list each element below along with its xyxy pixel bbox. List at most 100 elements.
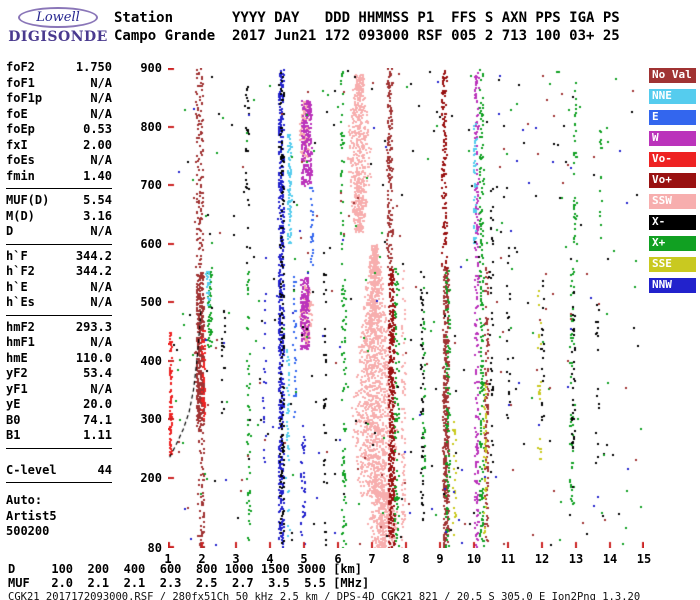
param-row-yF2: yF2 53.4 bbox=[6, 366, 112, 382]
parameter-panel: foF2 1.750 foF1 N/A foF1p N/A foE N/A foEp 0.53 fx… bbox=[6, 60, 112, 540]
param-value: 20.0 bbox=[83, 397, 112, 411]
logo-digisonde-text: DIGISONDE bbox=[8, 29, 108, 45]
param-value: 1.750 bbox=[75, 60, 112, 74]
autoscaling-line: Artist5 bbox=[6, 508, 57, 523]
param-label: C-level bbox=[6, 462, 57, 477]
param-value: 3.16 bbox=[83, 208, 112, 223]
legend-item-x-: X- bbox=[649, 215, 696, 230]
param-row-yF1: yF1 N/A bbox=[6, 382, 112, 398]
separator-line bbox=[6, 447, 112, 449]
param-label: foF1 bbox=[6, 75, 35, 90]
legend-item-vo-: Vo- bbox=[649, 152, 696, 167]
legend-item-w: W bbox=[649, 131, 696, 146]
param-label: B0 bbox=[6, 412, 21, 427]
header-station-values: Campo Grande 2017 Jun21 172 093000 RSF 0… bbox=[114, 28, 620, 44]
autoscaling-line: Auto: bbox=[6, 493, 43, 507]
param-row-h`Es: h`Es N/A bbox=[6, 295, 112, 311]
legend-item-nne: NNE bbox=[649, 89, 696, 104]
param-value: 5.54 bbox=[83, 193, 112, 207]
legend-item-e: E bbox=[649, 110, 696, 125]
param-label: foEp bbox=[6, 122, 35, 136]
x-tick-label-11: 11 bbox=[500, 552, 516, 566]
param-row-h`F: h`F 344.2 bbox=[6, 249, 112, 265]
y-tick-label-900: 900 bbox=[140, 61, 162, 75]
param-value: 1.40 bbox=[83, 168, 112, 183]
param-value: N/A bbox=[90, 381, 112, 396]
param-label: h`F bbox=[6, 248, 28, 263]
x-tick-label-8: 8 bbox=[402, 552, 410, 566]
param-label: foF2 bbox=[6, 60, 35, 74]
param-value: N/A bbox=[90, 295, 112, 309]
param-value: 110.0 bbox=[75, 350, 112, 365]
param-label: M(D) bbox=[6, 208, 35, 223]
param-label: yF1 bbox=[6, 381, 28, 396]
param-row-foE: foE N/A bbox=[6, 107, 112, 123]
legend-item-vo+: Vo+ bbox=[649, 173, 696, 188]
param-value: 44 bbox=[97, 462, 112, 477]
param-row-hmE: hmE 110.0 bbox=[6, 351, 112, 367]
x-tick-label-14: 14 bbox=[602, 552, 618, 566]
x-tick-label-4: 4 bbox=[266, 552, 274, 566]
param-value: 2.00 bbox=[83, 137, 112, 152]
legend-item-ssw: SSW bbox=[649, 194, 696, 209]
param-row-foF1: foF1 N/A bbox=[6, 76, 112, 92]
param-label: fmin bbox=[6, 168, 35, 183]
doppler-direction-legend: No Val NNE E W Vo- Vo+ SSW X- X+ SSE NNW bbox=[649, 68, 696, 299]
param-row-D: D N/A bbox=[6, 224, 112, 240]
param-value: N/A bbox=[90, 75, 112, 90]
dmuf-table: D 100 200 400 600 800 1000 1500 3000 [km… bbox=[8, 562, 370, 590]
param-row-foEs: foEs N/A bbox=[6, 153, 112, 169]
param-label: foF1p bbox=[6, 91, 43, 105]
x-tick-label-12: 12 bbox=[534, 552, 550, 566]
legend-item-nnw: NNW bbox=[649, 278, 696, 293]
param-group: hmF2 293.3 hmF1 N/A hmE 110.0 yF2 53.4 yF1 N/A yE 2… bbox=[6, 320, 112, 444]
legend-item-x+: X+ bbox=[649, 236, 696, 251]
x-tick-label-5: 5 bbox=[300, 552, 308, 566]
autoscaling-line: 500200 bbox=[6, 524, 50, 538]
logo-oval: Lowell bbox=[18, 7, 98, 28]
y-tick-label-800: 800 bbox=[140, 119, 162, 134]
param-row-h`E: h`E N/A bbox=[6, 280, 112, 296]
param-row-h`F2: h`F2 344.2 bbox=[6, 264, 112, 280]
separator-line bbox=[6, 188, 112, 189]
param-group: foF2 1.750 foF1 N/A foF1p N/A foE N/A foEp 0.53 fx… bbox=[6, 60, 112, 184]
y-tick-label-300: 300 bbox=[140, 412, 162, 427]
param-row-foF1p: foF1p N/A bbox=[6, 91, 112, 107]
param-row-foEp: foEp 0.53 bbox=[6, 122, 112, 138]
separator-line bbox=[6, 243, 112, 245]
header-column-titles: Station YYYY DAY DDD HHMMSS P1 FFS S AXN… bbox=[114, 10, 620, 26]
legend-item-no-val: No Val bbox=[649, 68, 696, 83]
param-label: h`Es bbox=[6, 295, 35, 309]
x-tick-label-6: 6 bbox=[334, 552, 342, 566]
param-row-fxI: fxI 2.00 bbox=[6, 138, 112, 154]
param-row-M(D): M(D) 3.16 bbox=[6, 209, 112, 225]
autoscaling-info: Auto: Artist5 500200 bbox=[6, 493, 112, 540]
param-value: N/A bbox=[90, 335, 112, 349]
x-tick-label-10: 10 bbox=[466, 552, 482, 566]
x-tick-label-1: 1 bbox=[164, 552, 172, 566]
x-tick-label-15: 15 bbox=[636, 552, 652, 566]
param-label: B1 bbox=[6, 428, 21, 442]
param-label: D bbox=[6, 224, 14, 238]
param-label: MUF(D) bbox=[6, 193, 50, 207]
param-label: foE bbox=[6, 106, 28, 121]
param-row-B0: B0 74.1 bbox=[6, 413, 112, 429]
param-value: N/A bbox=[90, 106, 112, 121]
x-tick-label-9: 9 bbox=[436, 552, 444, 566]
param-group: C-level 44 bbox=[6, 463, 112, 479]
y-tick-label-80: 80 bbox=[147, 541, 162, 555]
param-row-fmin: fmin 1.40 bbox=[6, 169, 112, 185]
param-label: h`E bbox=[6, 279, 28, 294]
param-label: foEs bbox=[6, 153, 35, 167]
ionogram-canvas bbox=[168, 68, 644, 548]
param-label: hmF1 bbox=[6, 335, 35, 349]
separator-line bbox=[6, 482, 112, 483]
legend-item-sse: SSE bbox=[649, 257, 696, 272]
ionogram-plot bbox=[168, 68, 644, 548]
param-value: 344.2 bbox=[75, 264, 112, 278]
param-value: 53.4 bbox=[83, 366, 112, 380]
y-tick-label-400: 400 bbox=[140, 353, 162, 368]
param-value: N/A bbox=[90, 279, 112, 294]
param-row-hmF2: hmF2 293.3 bbox=[6, 320, 112, 336]
param-value: 1.11 bbox=[83, 428, 112, 442]
